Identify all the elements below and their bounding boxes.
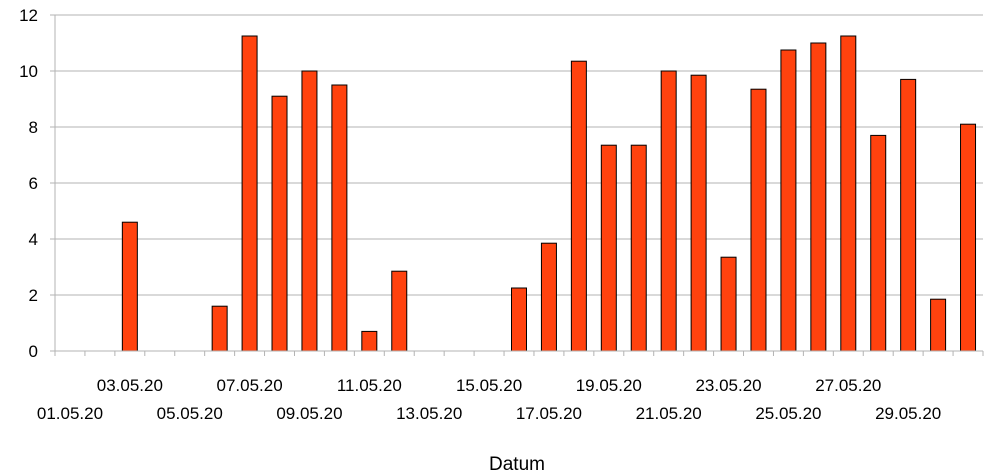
- y-tick-label: 10: [19, 62, 38, 81]
- bar-20.05.20: [630, 144, 647, 352]
- x-tick-labels: 03.05.20 07.05.20 11.05.20 15.05.20 19.05.20…: [37, 376, 941, 423]
- y-tick-label: 8: [29, 118, 38, 137]
- bar-28.05.20: [870, 134, 887, 352]
- x-tick-label: 19.05.20: [576, 376, 642, 395]
- bar-22.05.20: [690, 74, 707, 352]
- x-tick-label: 05.05.20: [157, 404, 223, 423]
- bar-17.05.20: [540, 242, 557, 352]
- bar-30.05.20: [930, 298, 947, 352]
- y-tick-label: 0: [29, 342, 38, 361]
- y-tick-label: 12: [19, 6, 38, 25]
- x-tick-label: 27.05.20: [815, 376, 881, 395]
- x-tick-label: 13.05.20: [396, 404, 462, 423]
- bar-27.05.20: [840, 35, 857, 352]
- y-tick-label: 6: [29, 174, 38, 193]
- x-tick-label: 07.05.20: [216, 376, 282, 395]
- x-tick-label: 29.05.20: [875, 404, 941, 423]
- y-tick-label: 2: [29, 286, 38, 305]
- axes: [54, 15, 984, 356]
- bar-31.05.20: [960, 123, 977, 352]
- bar-12.05.20: [391, 270, 408, 352]
- bars: [121, 35, 977, 352]
- bar-11.05.20: [361, 330, 378, 352]
- bar-06.05.20: [211, 305, 228, 352]
- x-tick-label: 01.05.20: [37, 404, 103, 423]
- bar-24.05.20: [750, 88, 767, 352]
- bar-25.05.20: [780, 49, 797, 352]
- y-tick-labels: 0 2 4 6 8 10 12: [19, 6, 38, 361]
- x-tick-label: 21.05.20: [636, 404, 702, 423]
- x-tick-label: 23.05.20: [695, 376, 761, 395]
- x-tick-label: 03.05.20: [97, 376, 163, 395]
- y-tick-label: 4: [29, 230, 38, 249]
- bar-03.05.20: [121, 221, 138, 352]
- bar-29.05.20: [900, 78, 917, 352]
- x-tick-label: 15.05.20: [456, 376, 522, 395]
- bar-21.05.20: [660, 70, 677, 352]
- bar-09.05.20: [301, 70, 318, 352]
- bar-07.05.20: [241, 35, 258, 352]
- bar-23.05.20: [720, 256, 737, 352]
- bar-18.05.20: [570, 60, 587, 352]
- bar-16.05.20: [511, 287, 527, 352]
- x-tick-label: 09.05.20: [276, 404, 342, 423]
- bar-26.05.20: [810, 42, 827, 352]
- bar-08.05.20: [271, 95, 288, 352]
- x-tick-label: 17.05.20: [516, 404, 582, 423]
- x-tick-label: 25.05.20: [755, 404, 821, 423]
- gridlines: [50, 14, 983, 352]
- bar-10.05.20: [331, 84, 348, 352]
- x-tick-label: 11.05.20: [337, 376, 402, 395]
- bar-19.05.20: [600, 144, 617, 352]
- x-axis-title: Datum: [489, 454, 545, 475]
